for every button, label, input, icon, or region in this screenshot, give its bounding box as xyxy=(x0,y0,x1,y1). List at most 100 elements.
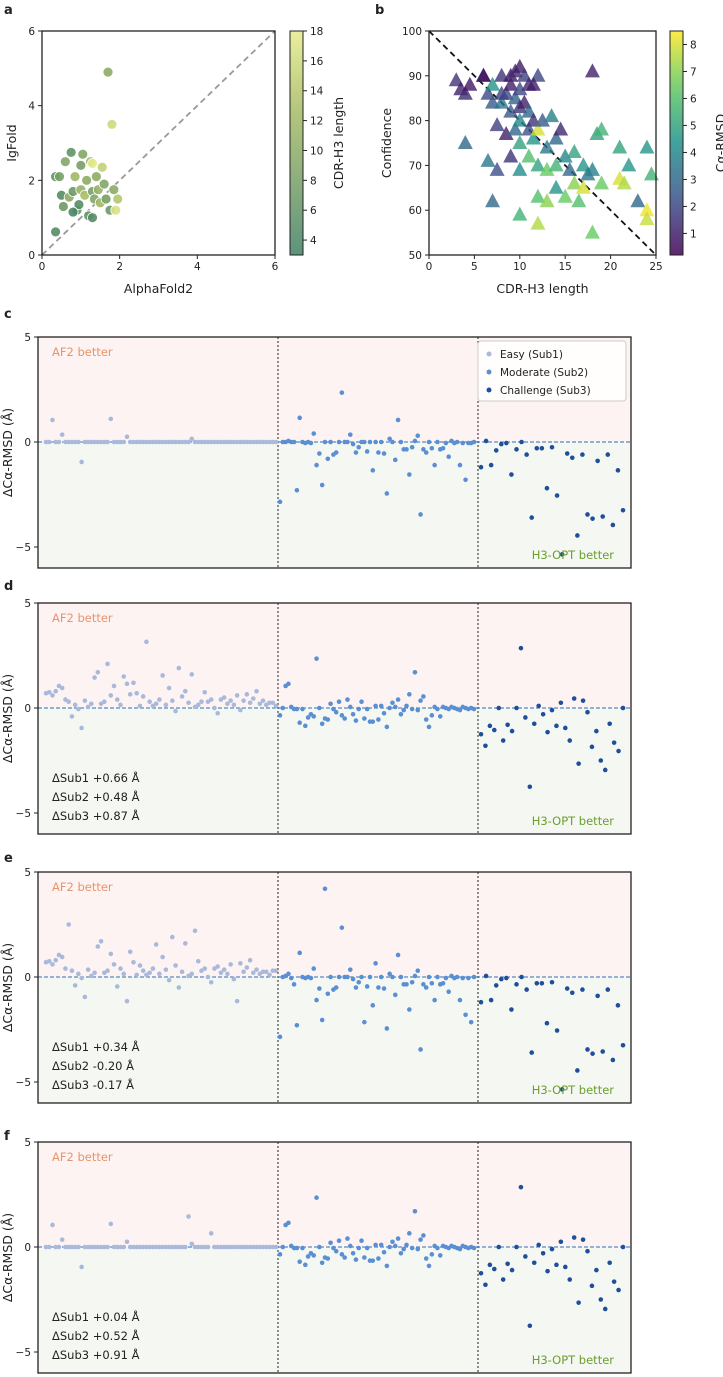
sub1-point xyxy=(251,1244,256,1250)
sub2-point xyxy=(423,717,429,722)
sub3-point xyxy=(483,743,488,749)
data-point xyxy=(539,193,555,208)
sub1-point xyxy=(131,960,136,965)
sub3-point xyxy=(554,493,560,498)
panel-label-f: f xyxy=(4,1129,10,1144)
sub2-point xyxy=(317,705,322,711)
sub2-point xyxy=(314,656,319,661)
sub1-point xyxy=(105,968,110,973)
sub3-point xyxy=(585,1248,590,1254)
sub1-point xyxy=(179,694,185,699)
sub2-point xyxy=(404,703,409,709)
sub2-point xyxy=(294,1245,300,1251)
sub1-point xyxy=(150,966,156,971)
y-tick-label: 5 xyxy=(24,1137,31,1149)
data-point xyxy=(475,67,491,82)
data-point xyxy=(69,171,81,183)
sub3-point xyxy=(559,1087,565,1092)
sub1-point xyxy=(56,1244,62,1250)
sub1-point xyxy=(140,439,146,445)
sub3-point xyxy=(514,705,519,711)
sub2-point xyxy=(319,1260,325,1266)
sub1-point xyxy=(108,1221,114,1227)
sub1-point xyxy=(118,702,123,708)
sub2-point xyxy=(432,462,437,468)
panel-c-chart: 5 0 −5 ΔCα-RMSD (Å) AF2 better H3-OPT better E… xyxy=(0,332,632,569)
sub3-point xyxy=(523,1254,528,1259)
sub1-point xyxy=(267,700,272,706)
h3opt-better-label: H3-OPT better xyxy=(532,814,615,828)
sub3-point xyxy=(569,455,575,461)
sub1-point xyxy=(208,1231,214,1236)
sub3-point xyxy=(611,1279,617,1284)
sub2-point xyxy=(333,1248,339,1254)
sub1-point xyxy=(134,1244,140,1250)
x-tick-label: 15 xyxy=(559,261,572,273)
sub1-point xyxy=(150,439,156,445)
data-point xyxy=(643,166,659,181)
sub1-point xyxy=(205,974,211,980)
data-point xyxy=(494,94,510,109)
sub1-point xyxy=(176,439,182,445)
data-point xyxy=(539,139,555,154)
sub1-point xyxy=(212,439,217,445)
sub2-point xyxy=(305,1254,311,1259)
data-point xyxy=(75,159,87,171)
y-tick-label: −5 xyxy=(16,542,31,554)
sub1-point xyxy=(166,977,172,983)
data-point xyxy=(535,112,550,127)
sub2-point xyxy=(303,723,308,729)
sub3-point xyxy=(585,1047,590,1052)
sub3-point xyxy=(505,1261,510,1267)
data-point xyxy=(571,193,587,208)
sub2-point xyxy=(347,704,353,710)
sub1-point xyxy=(189,971,195,977)
sub1-point xyxy=(254,1244,259,1250)
sub1-point xyxy=(244,692,250,697)
sub1-point xyxy=(218,439,224,445)
sub1-point xyxy=(273,968,279,973)
sub3-point xyxy=(585,512,590,517)
sub3-point xyxy=(549,707,555,713)
sub1-point xyxy=(102,439,107,445)
sub2-point xyxy=(412,1209,418,1214)
data-point xyxy=(566,143,582,158)
sub1-point xyxy=(247,700,253,706)
sub1-point xyxy=(263,1244,269,1250)
sub1-point xyxy=(260,969,266,975)
sub3-point xyxy=(576,1300,581,1305)
sub2-point xyxy=(294,706,300,712)
sub1-point xyxy=(118,439,123,445)
sub3-point xyxy=(567,738,573,743)
sub3-point xyxy=(527,1323,533,1329)
sub1-point xyxy=(225,439,230,445)
h3opt-better-region xyxy=(38,1247,631,1373)
sub1-point xyxy=(118,966,123,971)
sub1-point xyxy=(202,1244,208,1250)
sub2-point xyxy=(353,985,359,990)
sub2-point xyxy=(280,1244,286,1250)
sub2-point xyxy=(376,450,381,455)
af2-better-region xyxy=(38,872,631,977)
sub3-point xyxy=(496,705,502,711)
sub1-point xyxy=(225,971,230,977)
data-point xyxy=(489,117,505,132)
sub1-point xyxy=(199,439,204,445)
sub2-point xyxy=(359,1238,364,1243)
sub1-point xyxy=(160,954,165,960)
data-point xyxy=(87,212,98,224)
data-point xyxy=(548,157,564,172)
sub3-point xyxy=(620,705,626,711)
sub1-point xyxy=(247,1244,253,1250)
sub1-point xyxy=(231,702,237,708)
legend-entry: Challenge (Sub3) xyxy=(500,385,591,397)
sub2-point xyxy=(398,712,404,717)
sub1-point xyxy=(66,1244,71,1250)
sub2-point xyxy=(395,1236,401,1241)
sub3-point xyxy=(563,725,568,731)
sub3-point xyxy=(598,758,604,763)
sub2-point xyxy=(286,1220,291,1226)
sub1-point xyxy=(247,439,253,445)
sub3-point xyxy=(594,1267,599,1273)
sub1-point xyxy=(218,970,224,976)
